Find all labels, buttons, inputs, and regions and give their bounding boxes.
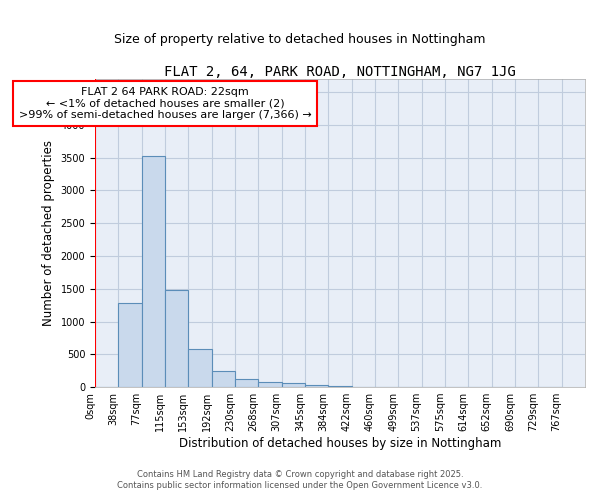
X-axis label: Distribution of detached houses by size in Nottingham: Distribution of detached houses by size … xyxy=(179,437,501,450)
Bar xyxy=(235,379,258,387)
Bar xyxy=(258,382,281,387)
Text: Size of property relative to detached houses in Nottingham: Size of property relative to detached ho… xyxy=(114,32,486,46)
Bar xyxy=(328,386,352,387)
Y-axis label: Number of detached properties: Number of detached properties xyxy=(42,140,55,326)
Bar xyxy=(188,349,212,387)
Text: FLAT 2 64 PARK ROAD: 22sqm
← <1% of detached houses are smaller (2)
>99% of semi: FLAT 2 64 PARK ROAD: 22sqm ← <1% of deta… xyxy=(19,87,311,120)
Bar xyxy=(165,290,188,387)
Bar xyxy=(281,384,305,387)
Bar xyxy=(212,372,235,387)
Title: FLAT 2, 64, PARK ROAD, NOTTINGHAM, NG7 1JG: FLAT 2, 64, PARK ROAD, NOTTINGHAM, NG7 1… xyxy=(164,65,516,79)
Bar xyxy=(305,385,328,387)
Text: Contains HM Land Registry data © Crown copyright and database right 2025.
Contai: Contains HM Land Registry data © Crown c… xyxy=(118,470,482,490)
Bar xyxy=(142,156,165,387)
Bar xyxy=(118,303,142,387)
